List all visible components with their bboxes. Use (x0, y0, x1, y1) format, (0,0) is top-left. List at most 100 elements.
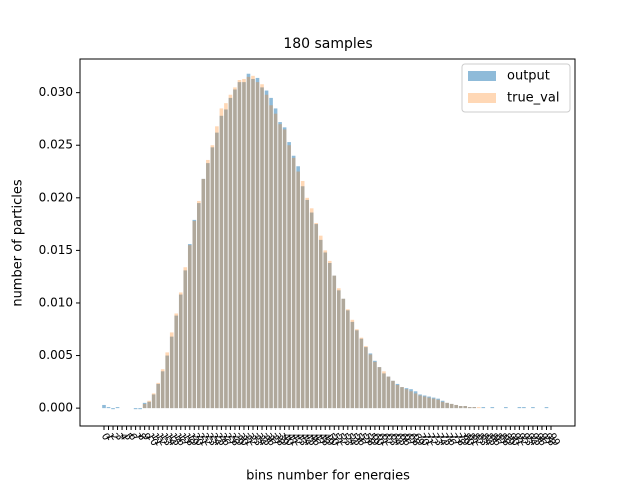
bar (318, 235, 323, 409)
bar (382, 373, 386, 409)
bar (106, 407, 111, 409)
bar (219, 115, 224, 409)
bar (287, 145, 291, 409)
bar (187, 245, 192, 409)
bar (346, 309, 350, 409)
bar (386, 376, 391, 409)
bar (237, 82, 242, 409)
bar (445, 402, 449, 409)
bar (413, 393, 418, 409)
x-tick-label: 6 (126, 432, 139, 443)
bar (422, 395, 427, 409)
bar (111, 408, 115, 410)
bar (160, 371, 165, 409)
bar (260, 84, 264, 409)
bar (449, 403, 454, 409)
bar (522, 407, 526, 409)
x-tick-label: 4 (117, 432, 130, 443)
bar (282, 129, 287, 409)
bar (327, 263, 332, 409)
bar (165, 352, 170, 409)
bar (242, 82, 246, 409)
bar (210, 147, 215, 409)
y-tick-label: 0.015 (39, 243, 73, 257)
bar (228, 97, 233, 409)
chart-title: 180 samples (283, 36, 372, 52)
bar (305, 197, 309, 409)
bar (454, 404, 458, 409)
bar (467, 407, 472, 409)
bar (458, 406, 463, 409)
bar (377, 367, 382, 409)
bar (427, 396, 431, 409)
bar (364, 347, 368, 409)
bar (215, 132, 219, 409)
bar (436, 398, 440, 409)
bar (544, 407, 549, 409)
bar (197, 200, 201, 409)
bar (156, 383, 160, 409)
bar (296, 171, 300, 409)
bar (427, 397, 431, 409)
bar (233, 89, 237, 409)
bar (400, 387, 404, 409)
bar (242, 78, 246, 409)
bar (467, 407, 472, 409)
bar (404, 389, 409, 409)
bar (359, 337, 364, 409)
bar (224, 103, 228, 409)
bar (391, 380, 395, 409)
x-tick-label: 1 (103, 432, 116, 443)
bar (418, 394, 422, 409)
bar (192, 219, 197, 409)
bar (373, 360, 377, 409)
bar (206, 159, 210, 409)
bar (377, 367, 382, 409)
bar (454, 404, 458, 409)
bar (115, 407, 120, 409)
bar (282, 127, 287, 409)
bar (142, 403, 147, 409)
y-tick-label: 0.030 (39, 85, 73, 99)
bar (463, 406, 468, 409)
x-tick-label: 2 (108, 432, 121, 443)
bar (332, 275, 337, 409)
x-axis-label: bins number for energies (246, 469, 410, 480)
bar (260, 87, 264, 409)
bar (504, 407, 508, 409)
bar (187, 244, 192, 409)
bar (314, 223, 319, 409)
bar (449, 403, 454, 409)
x-tick-label: 8 (135, 432, 148, 443)
bar (255, 77, 260, 409)
legend-swatch (468, 93, 496, 103)
y-tick-label: 0.010 (39, 295, 73, 309)
bar (151, 394, 156, 409)
bar (169, 332, 174, 409)
bar (463, 406, 468, 409)
bar (355, 330, 359, 409)
bar (355, 329, 359, 409)
bar (404, 388, 409, 409)
bar (368, 353, 373, 409)
bar (264, 94, 269, 409)
bar (409, 391, 413, 409)
bar (336, 290, 341, 409)
bar (183, 270, 188, 409)
bar (400, 387, 404, 409)
bar (350, 321, 355, 409)
x-tick-label: 7 (130, 432, 143, 443)
bar (440, 400, 445, 409)
bar (273, 113, 278, 409)
bar (531, 407, 535, 409)
bar (300, 186, 305, 409)
y-tick-label: 0.020 (39, 190, 73, 204)
bar (210, 145, 215, 409)
bar (233, 87, 237, 409)
bar (373, 361, 377, 409)
bar (278, 124, 282, 409)
bar (102, 404, 106, 409)
bar (178, 292, 183, 409)
bar (391, 380, 395, 409)
bar (183, 267, 188, 409)
